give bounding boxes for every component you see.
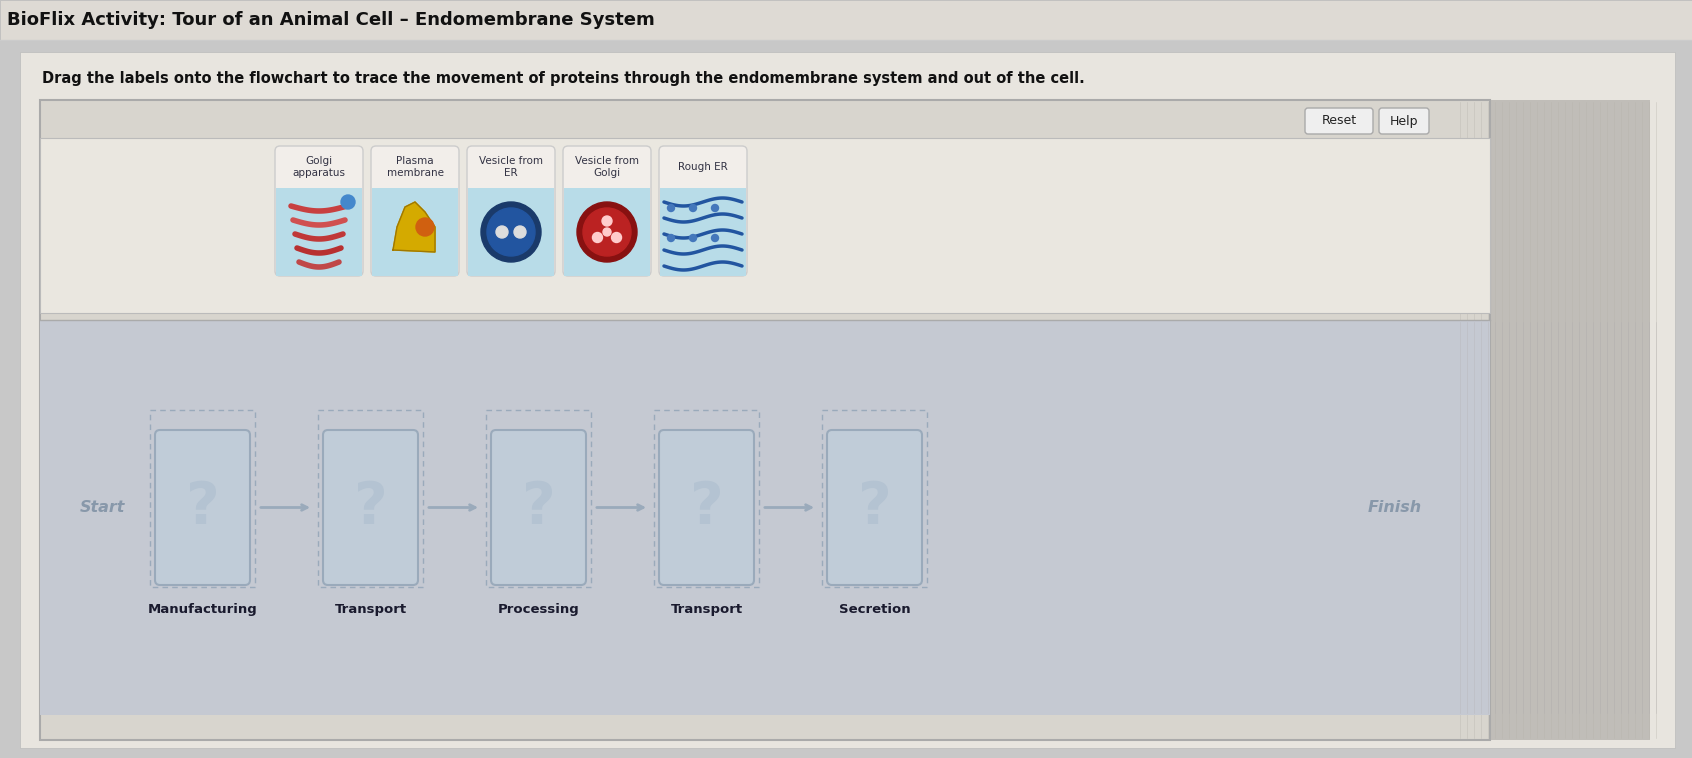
- Text: ?: ?: [354, 479, 387, 536]
- Bar: [41, 100, 1491, 740]
- FancyBboxPatch shape: [1379, 108, 1430, 134]
- Bar: [41, 138, 1491, 313]
- Circle shape: [577, 202, 636, 262]
- Bar: [318, 410, 423, 587]
- FancyBboxPatch shape: [371, 146, 459, 276]
- FancyBboxPatch shape: [658, 146, 746, 276]
- Circle shape: [668, 205, 675, 211]
- Text: Drag the labels onto the flowchart to trace the movement of proteins through the: Drag the labels onto the flowchart to tr…: [42, 70, 1085, 86]
- Bar: [372, 188, 459, 276]
- Circle shape: [712, 205, 719, 211]
- Circle shape: [611, 233, 621, 243]
- FancyBboxPatch shape: [491, 430, 585, 585]
- Circle shape: [602, 228, 611, 236]
- Text: ?: ?: [690, 479, 724, 536]
- Circle shape: [342, 195, 355, 209]
- Text: Start: Start: [80, 500, 125, 515]
- Bar: [469, 188, 553, 276]
- FancyBboxPatch shape: [827, 430, 922, 585]
- Circle shape: [690, 234, 697, 242]
- FancyBboxPatch shape: [1305, 108, 1372, 134]
- Text: ?: ?: [186, 479, 220, 536]
- Text: Processing: Processing: [497, 603, 579, 616]
- Text: Reset: Reset: [1321, 114, 1357, 127]
- FancyBboxPatch shape: [276, 146, 364, 276]
- Bar: [151, 410, 255, 587]
- Bar: [276, 188, 362, 276]
- Bar: [0, 0, 1692, 40]
- Circle shape: [592, 233, 602, 243]
- Circle shape: [668, 234, 675, 242]
- Bar: [1455, 100, 1650, 740]
- Bar: [486, 410, 591, 587]
- Circle shape: [496, 226, 508, 238]
- Bar: [822, 410, 927, 587]
- Text: Finish: Finish: [1367, 500, 1421, 515]
- Circle shape: [584, 208, 631, 256]
- Text: Rough ER: Rough ER: [678, 162, 728, 172]
- Circle shape: [487, 208, 535, 256]
- Bar: [41, 320, 1491, 715]
- Text: Transport: Transport: [670, 603, 743, 616]
- Text: Transport: Transport: [335, 603, 406, 616]
- Circle shape: [514, 226, 526, 238]
- Text: Help: Help: [1389, 114, 1418, 127]
- Circle shape: [690, 205, 697, 211]
- Text: Plasma
membrane: Plasma membrane: [386, 156, 443, 178]
- Text: ?: ?: [858, 479, 892, 536]
- Text: Secretion: Secretion: [839, 603, 910, 616]
- Circle shape: [416, 218, 435, 236]
- Circle shape: [602, 216, 613, 226]
- FancyBboxPatch shape: [658, 430, 755, 585]
- Text: BioFlix Activity: Tour of an Animal Cell – Endomembrane System: BioFlix Activity: Tour of an Animal Cell…: [7, 11, 655, 29]
- Circle shape: [481, 202, 541, 262]
- Text: Vesicle from
Golgi: Vesicle from Golgi: [575, 156, 640, 178]
- Bar: [660, 188, 746, 276]
- FancyBboxPatch shape: [563, 146, 651, 276]
- Bar: [563, 188, 650, 276]
- Circle shape: [712, 234, 719, 242]
- Text: Vesicle from
ER: Vesicle from ER: [479, 156, 543, 178]
- Text: Manufacturing: Manufacturing: [147, 603, 257, 616]
- Text: Golgi
apparatus: Golgi apparatus: [293, 156, 345, 178]
- FancyBboxPatch shape: [156, 430, 250, 585]
- Text: ?: ?: [521, 479, 555, 536]
- FancyBboxPatch shape: [467, 146, 555, 276]
- FancyBboxPatch shape: [323, 430, 418, 585]
- Polygon shape: [393, 202, 435, 252]
- Bar: [655, 410, 760, 587]
